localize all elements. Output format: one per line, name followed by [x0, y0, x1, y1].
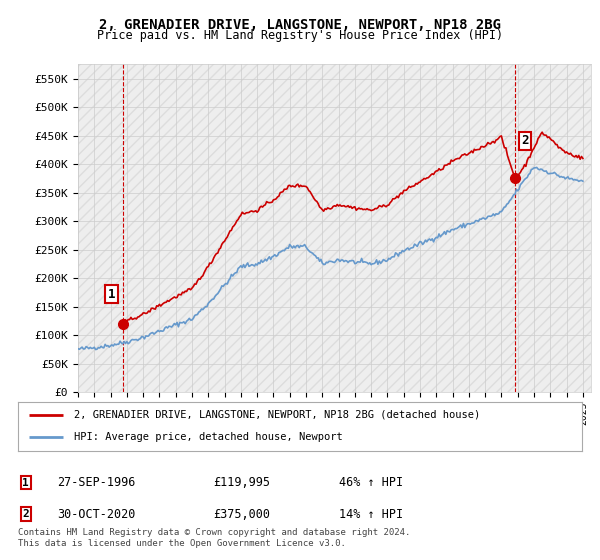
Text: 2, GRENADIER DRIVE, LANGSTONE, NEWPORT, NP18 2BG (detached house): 2, GRENADIER DRIVE, LANGSTONE, NEWPORT, …: [74, 410, 481, 420]
Text: HPI: Average price, detached house, Newport: HPI: Average price, detached house, Newp…: [74, 432, 343, 442]
Text: 1: 1: [108, 288, 115, 301]
Text: 14% ↑ HPI: 14% ↑ HPI: [339, 507, 403, 521]
Text: 27-SEP-1996: 27-SEP-1996: [57, 476, 136, 489]
Text: 2: 2: [22, 509, 29, 519]
Text: 46% ↑ HPI: 46% ↑ HPI: [339, 476, 403, 489]
Text: 2: 2: [521, 134, 529, 147]
Text: 30-OCT-2020: 30-OCT-2020: [57, 507, 136, 521]
Text: Price paid vs. HM Land Registry's House Price Index (HPI): Price paid vs. HM Land Registry's House …: [97, 29, 503, 42]
Text: £375,000: £375,000: [213, 507, 270, 521]
Text: 2, GRENADIER DRIVE, LANGSTONE, NEWPORT, NP18 2BG: 2, GRENADIER DRIVE, LANGSTONE, NEWPORT, …: [99, 18, 501, 32]
Text: 1: 1: [22, 478, 29, 488]
Text: Contains HM Land Registry data © Crown copyright and database right 2024.
This d: Contains HM Land Registry data © Crown c…: [18, 528, 410, 548]
Text: £119,995: £119,995: [213, 476, 270, 489]
